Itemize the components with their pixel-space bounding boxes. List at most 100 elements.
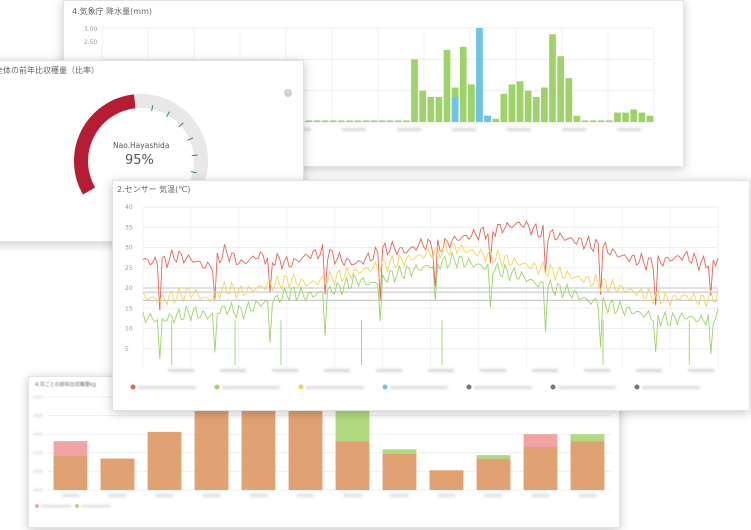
rain-bar [541,87,548,122]
temp-y-tick: 25 [125,265,133,272]
chevron-left-icon[interactable]: ‹ [284,89,292,97]
temp-legend-marker [298,384,304,390]
harvest-y-tick [33,470,43,473]
rain-bar [394,120,402,122]
harvest-x-tick [343,494,362,497]
harvest-bar-base [100,458,135,490]
harvest-chart-title: 4.月ごとの前年比収穫量kg [35,382,96,388]
rain-bar [419,90,427,122]
rain-bar [516,81,524,122]
temperature-chart: 40 35 30 25 20 15 10 5 [125,204,719,390]
rain-y-tick: 2.50 [84,39,98,46]
rain-bar [646,115,654,122]
harvest-legend-marker [35,504,39,508]
temp-series-green [142,252,719,360]
harvest-x-tick [484,494,503,497]
temp-legend-label [642,386,700,389]
rain-bar [549,34,556,123]
rain-bar [622,112,629,122]
harvest-bar-base [429,470,464,490]
harvest-bar-base [523,446,558,490]
gauge-tick [190,171,197,174]
temp-legend-marker [466,384,472,390]
rain-bar [411,59,418,122]
harvest-y-tick [33,396,43,398]
rain-x-tick [452,128,476,131]
rain-bar [500,93,508,122]
temp-legend-label [138,386,196,389]
harvest-bar-base [194,410,229,490]
rain-bar [313,120,321,122]
harvest-bar-green [476,455,511,459]
harvest-bar-base [53,455,88,490]
temp-x-tick [376,369,402,372]
rain-x-tick [617,128,641,131]
rain-bar [370,120,378,122]
temp-legend-label [558,386,616,389]
harvest-y-tick [33,489,43,491]
temp-x-tick [428,369,454,372]
rain-x-tick [342,128,366,131]
harvest-bar-base [382,453,417,490]
gauge-tick [178,122,184,128]
temp-legend-marker [550,384,556,390]
harvest-x-tick [296,494,315,497]
harvest-bar-pink [53,441,88,456]
rain-bar [573,115,581,122]
harvest-bar-base [570,441,605,490]
rain-x-tick [397,128,421,131]
harvest-bar-base [147,431,182,490]
rain-bar [565,78,573,122]
temp-legend-marker [130,384,136,390]
temp-series-red [142,220,719,311]
rain-bar-highlight [484,115,491,122]
temp-legend-marker [214,384,220,390]
rain-bar [524,90,532,122]
gauge-value: 95% [125,153,154,168]
temp-x-tick [688,369,714,372]
rain-bar [305,120,313,122]
rainfall-chart-title: 4.気象庁 降水量(mm) [72,7,153,16]
temp-series-yellow [142,241,719,307]
rain-bar [362,120,370,122]
rain-bar [597,120,605,122]
rain-bar [443,49,451,122]
harvest-x-tick [531,494,550,497]
temp-y-tick: 10 [125,326,133,333]
rain-bar [467,84,475,122]
rain-bar-highlight [476,28,483,122]
rain-bar [427,96,435,122]
harvest-bar-base [476,458,511,490]
temperature-chart-title: 2.センサー 気温(℃) [117,185,191,194]
temperature-chart-card: 2.センサー 気温(℃) 40 35 30 25 20 15 10 5 [112,180,750,411]
rain-bar [638,112,646,122]
harvest-x-tick [155,494,174,497]
rain-bar [508,84,516,122]
temp-legend-marker [382,384,388,390]
temp-legend-marker [634,384,640,390]
gauge-fill [74,94,136,195]
temp-legend-label [222,386,280,389]
harvest-legend-label [41,505,71,508]
harvest-bar-pink [523,434,558,447]
gauge-tick [191,154,198,157]
rain-bar [378,120,386,122]
rain-bar [403,120,410,122]
temp-y-tick: 35 [125,224,133,231]
gauge-tick [166,111,170,118]
rain-bar [338,120,345,122]
rain-bar [557,56,565,123]
harvest-bar-base [288,410,323,490]
gauge-user-name: Nao.Hayashida [113,141,170,150]
harvest-x-tick [202,494,221,497]
harvest-x-tick [108,494,127,497]
rain-bar [492,118,500,122]
harvest-x-tick [390,494,409,497]
harvest-bar-base [241,406,276,490]
temp-x-tick [220,369,246,372]
rain-x-tick [507,128,531,131]
rain-bar [605,120,613,122]
temp-y-tick: 40 [125,204,133,211]
rain-x-tick [562,128,586,131]
rain-y-tick: 3.00 [84,26,98,33]
